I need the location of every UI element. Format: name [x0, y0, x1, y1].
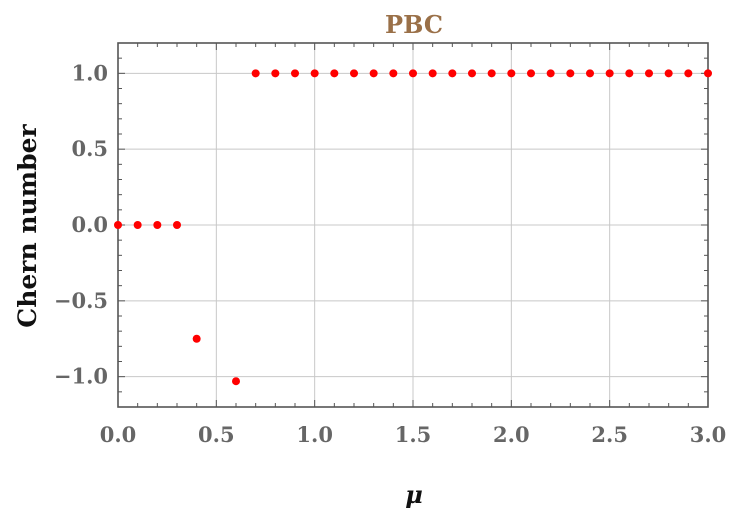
data-point: [114, 221, 122, 229]
data-point: [586, 69, 594, 78]
y-axis-label: Chern number: [13, 123, 42, 327]
data-point: [428, 69, 437, 78]
data-point: [605, 69, 614, 78]
data-point: [546, 69, 555, 78]
data-points: [114, 69, 712, 386]
data-point: [389, 69, 398, 78]
data-point: [192, 334, 201, 343]
x-tick-label: 2.5: [591, 422, 628, 447]
data-point: [310, 69, 319, 78]
grid: [118, 43, 708, 407]
data-point: [468, 69, 476, 78]
y-tick-labels: 1.0 0.5 0.0 −0.5 −1.0: [54, 60, 108, 388]
data-point: [133, 221, 142, 229]
data-point: [251, 69, 260, 78]
y-tick-label: −0.5: [54, 288, 108, 313]
data-point: [487, 69, 496, 78]
x-tick-label: 0.0: [100, 422, 137, 447]
data-point: [291, 69, 299, 78]
data-point: [232, 377, 240, 386]
x-tick-label: 1.5: [395, 422, 432, 447]
data-point: [527, 69, 535, 78]
data-point: [625, 69, 634, 78]
x-tick-labels: 0.0 0.5 1.0 1.5 2.0 2.5 3.0: [100, 422, 727, 447]
y-tick-label: 1.0: [71, 60, 108, 85]
data-point: [507, 69, 516, 78]
data-point: [271, 69, 280, 78]
chart-title: PBC: [385, 10, 443, 39]
data-point: [664, 69, 673, 78]
data-point: [330, 69, 339, 78]
y-tick-label: 0.5: [71, 136, 108, 161]
x-tick-label: 1.0: [296, 422, 333, 447]
axis-ticks: [117, 42, 709, 408]
data-point: [350, 69, 358, 78]
x-tick-label: 0.5: [198, 422, 235, 447]
x-tick-label: 2.0: [493, 422, 530, 447]
y-tick-label: −1.0: [54, 364, 108, 389]
data-point: [684, 69, 693, 78]
data-point: [645, 69, 653, 78]
data-point: [409, 69, 417, 78]
data-point: [153, 221, 162, 229]
x-tick-label: 3.0: [690, 422, 727, 447]
data-point: [369, 69, 378, 78]
y-tick-label: 0.0: [71, 212, 108, 237]
data-point: [173, 221, 181, 229]
data-point: [448, 69, 457, 78]
data-point: [566, 69, 575, 78]
data-point: [704, 69, 712, 78]
x-axis-label: μ: [405, 480, 423, 509]
